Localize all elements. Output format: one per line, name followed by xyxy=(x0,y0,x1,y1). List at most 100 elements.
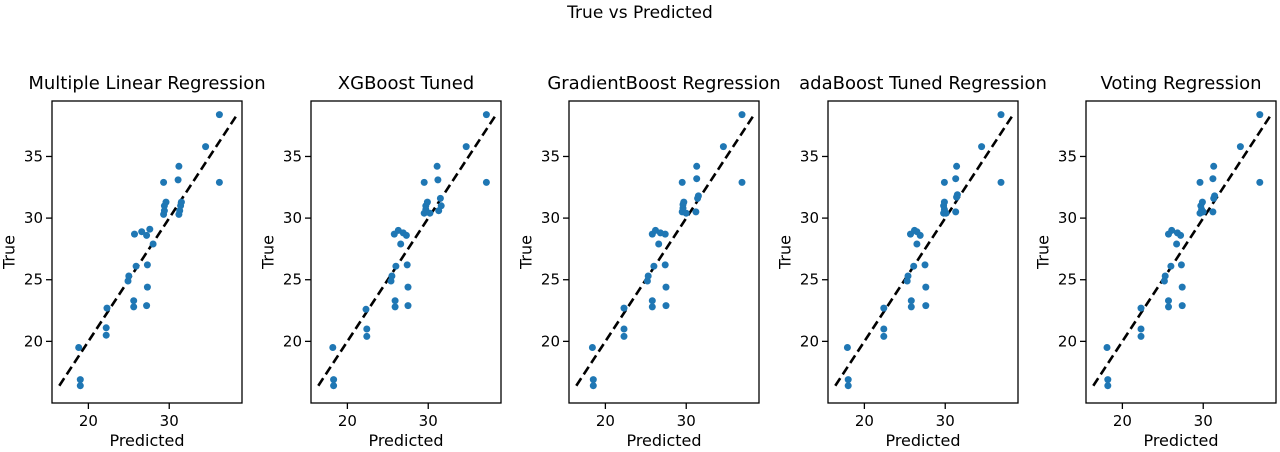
scatter-point xyxy=(420,178,428,186)
scatter-point xyxy=(916,231,924,239)
x-tick-label: 20 xyxy=(596,412,615,430)
scatter-point xyxy=(953,191,961,199)
scatter-point xyxy=(130,297,138,305)
scatter-point xyxy=(1177,261,1185,269)
scatter-point xyxy=(143,261,151,269)
scatter-point xyxy=(215,178,223,186)
scatter-point xyxy=(103,304,111,312)
scatter-point xyxy=(1211,192,1219,200)
scatter-point xyxy=(146,225,154,233)
scatter-point xyxy=(132,262,140,270)
scatter-point xyxy=(423,198,431,206)
scatter-point xyxy=(160,207,168,215)
scatter-point xyxy=(693,162,701,170)
scatter-point xyxy=(437,202,445,210)
scatter-point xyxy=(880,332,888,340)
scatter-point xyxy=(436,194,444,202)
scatter-point xyxy=(952,208,960,216)
scatter-point xyxy=(426,209,434,217)
scatter-point xyxy=(102,324,110,332)
scatter-point xyxy=(330,376,338,384)
y-tick-label: 35 xyxy=(283,147,302,165)
scatter-point xyxy=(913,240,921,248)
x-tick-label: 30 xyxy=(1194,412,1213,430)
scatter-point xyxy=(175,162,183,170)
identity-line xyxy=(834,113,1015,387)
scatter-point xyxy=(174,176,182,184)
scatter-point xyxy=(620,325,628,333)
scatter-point xyxy=(952,175,960,183)
scatter-point xyxy=(719,143,727,151)
x-tick-label: 30 xyxy=(419,412,438,430)
y-tick-label: 35 xyxy=(541,147,560,165)
scatter-point xyxy=(907,303,915,311)
scatter-point xyxy=(329,344,337,351)
scatter-point xyxy=(1165,297,1172,305)
scatter-point xyxy=(482,178,490,186)
scatter-point xyxy=(997,178,1005,186)
scatter-point xyxy=(942,209,950,217)
scatter-point xyxy=(661,261,669,269)
y-tick-label: 35 xyxy=(1058,147,1077,165)
identity-line xyxy=(575,113,756,387)
scatter-point xyxy=(391,297,399,305)
y-tick-label: 30 xyxy=(283,209,302,227)
scatter-point xyxy=(692,208,700,216)
scatter-point xyxy=(397,240,405,248)
scatter-point xyxy=(1198,198,1206,206)
scatter-plot: 20 30 20 25 30 35 xyxy=(1058,100,1277,430)
scatter-point xyxy=(363,332,371,340)
scatter-point xyxy=(997,111,1005,119)
scatter-point xyxy=(1178,302,1186,310)
identity-line xyxy=(58,113,239,387)
scatter-point xyxy=(391,303,399,311)
y-tick-label: 25 xyxy=(1058,271,1077,289)
scatter-point xyxy=(1161,272,1169,280)
scatter-point xyxy=(1165,303,1172,311)
scatter-plot: 20 30 20 25 30 35 xyxy=(541,100,760,430)
scatter-point xyxy=(588,344,596,351)
scatter-point xyxy=(1178,283,1186,291)
scatter-point xyxy=(433,162,441,170)
subplot-adaboost-tuned-regression: adaBoost Tuned Regression True 20 30 20 25 3… xyxy=(776,60,1047,452)
scatter-point xyxy=(138,228,146,236)
scatter-point xyxy=(363,325,371,333)
scatter-point xyxy=(1256,111,1264,119)
scatter-point xyxy=(434,176,442,184)
scatter-point xyxy=(404,283,412,291)
x-tick-label: 20 xyxy=(1113,412,1132,430)
scatter-point xyxy=(392,262,400,270)
scatter-point xyxy=(130,303,138,311)
scatter-point xyxy=(177,198,185,206)
scatter-point xyxy=(644,272,652,280)
scatter-point xyxy=(661,230,669,238)
scatter-point xyxy=(143,302,151,310)
scatter-point xyxy=(143,231,151,239)
scatter-plot: 20 30 20 25 30 35 xyxy=(24,100,243,430)
scatter-point xyxy=(589,382,597,390)
x-axis-label: Predicted xyxy=(626,431,702,450)
scatter-point xyxy=(1177,231,1185,239)
scatter-point xyxy=(362,305,370,313)
scatter-point xyxy=(1167,262,1175,270)
axes-frame xyxy=(827,100,1019,404)
subplot-multiple-linear-regression: Multiple Linear Regression True 20 30 20 25… xyxy=(0,60,266,452)
scatter-point xyxy=(921,261,929,269)
y-tick-label: 30 xyxy=(24,209,43,227)
scatter-point xyxy=(922,302,930,310)
x-axis-label: Predicted xyxy=(1143,431,1219,450)
scatter-point xyxy=(1104,376,1112,384)
scatter-point xyxy=(738,111,746,119)
scatter-point xyxy=(940,178,948,186)
scatter-point xyxy=(678,178,686,186)
y-tick-label: 20 xyxy=(800,332,819,350)
x-tick-label: 30 xyxy=(677,412,696,430)
y-tick-label: 35 xyxy=(24,147,43,165)
scatter-point xyxy=(202,143,210,151)
scatter-point xyxy=(844,376,852,384)
subplot-title: Multiple Linear Regression xyxy=(28,73,266,94)
scatter-point xyxy=(843,344,851,351)
y-tick-label: 20 xyxy=(541,332,560,350)
scatter-point xyxy=(880,304,888,312)
